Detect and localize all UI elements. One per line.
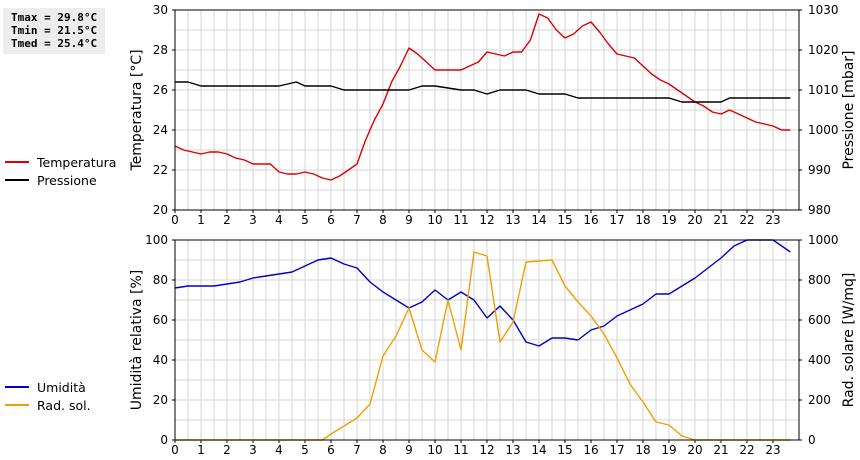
y-tick-label: 80 [153, 273, 168, 287]
x-tick-label: 4 [275, 213, 283, 227]
x-tick-label: 9 [405, 213, 413, 227]
y2-tick-label: 600 [808, 313, 831, 327]
x-tick-label: 9 [405, 443, 413, 457]
series-line-umidit- [174, 239, 791, 347]
y-tick-label: 20 [153, 203, 168, 217]
x-tick-label: 2 [223, 213, 231, 227]
y2-tick-label: 980 [808, 203, 831, 217]
y-tick-label: 24 [153, 123, 168, 137]
y2-tick-label: 800 [808, 273, 831, 287]
x-tick-label: 20 [687, 443, 702, 457]
x-tick-label: 5 [301, 213, 309, 227]
x-tick-label: 1 [197, 443, 205, 457]
y2-tick-label: 1000 [808, 233, 839, 247]
x-tick-label: 22 [739, 213, 754, 227]
x-tick-label: 6 [327, 443, 335, 457]
x-tick-label: 20 [687, 213, 702, 227]
legend-label: Umidità [37, 380, 86, 395]
y2-tick-label: 1000 [808, 123, 839, 137]
x-tick-label: 3 [249, 443, 257, 457]
x-tick-label: 7 [353, 213, 361, 227]
x-tick-label: 1 [197, 213, 205, 227]
y2-tick-label: 1020 [808, 43, 839, 57]
x-tick-label: 0 [171, 443, 179, 457]
y2-tick-label: 1030 [808, 3, 839, 17]
y-tick-label: 26 [153, 83, 168, 97]
x-tick-label: 14 [531, 443, 546, 457]
tmax-label: Tmax = 29.8°C [11, 11, 98, 24]
x-tick-label: 8 [379, 443, 387, 457]
x-tick-label: 21 [713, 443, 728, 457]
y-tick-label: 0 [160, 433, 168, 447]
y2-tick-label: 200 [808, 393, 831, 407]
y-axis-title: Temperatura [°C] [129, 49, 145, 171]
tmed-label: Tmed = 25.4°C [11, 37, 98, 50]
x-tick-label: 16 [583, 213, 598, 227]
x-tick-label: 17 [609, 213, 624, 227]
series-line-pressione [175, 81, 791, 103]
y-tick-label: 40 [153, 353, 168, 367]
tmin-label: Tmin = 21.5°C [11, 24, 98, 37]
x-tick-label: 6 [327, 213, 335, 227]
x-tick-label: 8 [379, 213, 387, 227]
y2-tick-label: 990 [808, 163, 831, 177]
y-tick-label: 20 [153, 393, 168, 407]
legend-label: Pressione [37, 173, 97, 188]
plot-frame [174, 9, 800, 211]
x-tick-label: 18 [635, 443, 650, 457]
x-tick-label: 15 [557, 443, 572, 457]
y2-tick-label: 1010 [808, 83, 839, 97]
plot-frame [174, 239, 800, 441]
y-tick-label: 30 [153, 3, 168, 17]
x-tick-label: 11 [453, 443, 468, 457]
stats-box: Tmax = 29.8°C Tmin = 21.5°C Tmed = 25.4°… [3, 8, 105, 54]
x-tick-label: 11 [453, 213, 468, 227]
x-tick-label: 17 [609, 443, 624, 457]
y2-tick-label: 400 [808, 353, 831, 367]
x-tick-label: 21 [713, 213, 728, 227]
x-tick-label: 2 [223, 443, 231, 457]
x-tick-label: 4 [275, 443, 283, 457]
y-tick-label: 60 [153, 313, 168, 327]
series-line-rad-sol- [175, 251, 791, 441]
legend-label: Temperatura [36, 155, 116, 170]
y-axis-title: Umidità relativa [%] [129, 270, 145, 411]
series-line-temperatura [174, 13, 791, 181]
y2-tick-label: 0 [808, 433, 816, 447]
x-tick-label: 19 [661, 213, 676, 227]
x-tick-label: 23 [765, 443, 780, 457]
x-tick-label: 7 [353, 443, 361, 457]
x-tick-label: 18 [635, 213, 650, 227]
x-tick-label: 13 [505, 443, 520, 457]
x-tick-label: 13 [505, 213, 520, 227]
y-tick-label: 100 [145, 233, 168, 247]
x-tick-label: 3 [249, 213, 257, 227]
legend-label: Rad. sol. [37, 398, 91, 413]
x-tick-label: 0 [171, 213, 179, 227]
x-tick-label: 14 [531, 213, 546, 227]
x-tick-label: 16 [583, 443, 598, 457]
x-tick-label: 22 [739, 443, 754, 457]
x-tick-label: 12 [479, 213, 494, 227]
y2-axis-title: Rad. solare [W/mq] [841, 273, 857, 408]
x-tick-label: 12 [479, 443, 494, 457]
x-tick-label: 5 [301, 443, 309, 457]
x-tick-label: 10 [427, 213, 442, 227]
y-tick-label: 22 [153, 163, 168, 177]
x-tick-label: 23 [765, 213, 780, 227]
x-tick-label: 15 [557, 213, 572, 227]
x-tick-label: 10 [427, 443, 442, 457]
y2-axis-title: Pressione [mbar] [841, 50, 857, 169]
y-tick-label: 28 [153, 43, 168, 57]
x-tick-label: 19 [661, 443, 676, 457]
